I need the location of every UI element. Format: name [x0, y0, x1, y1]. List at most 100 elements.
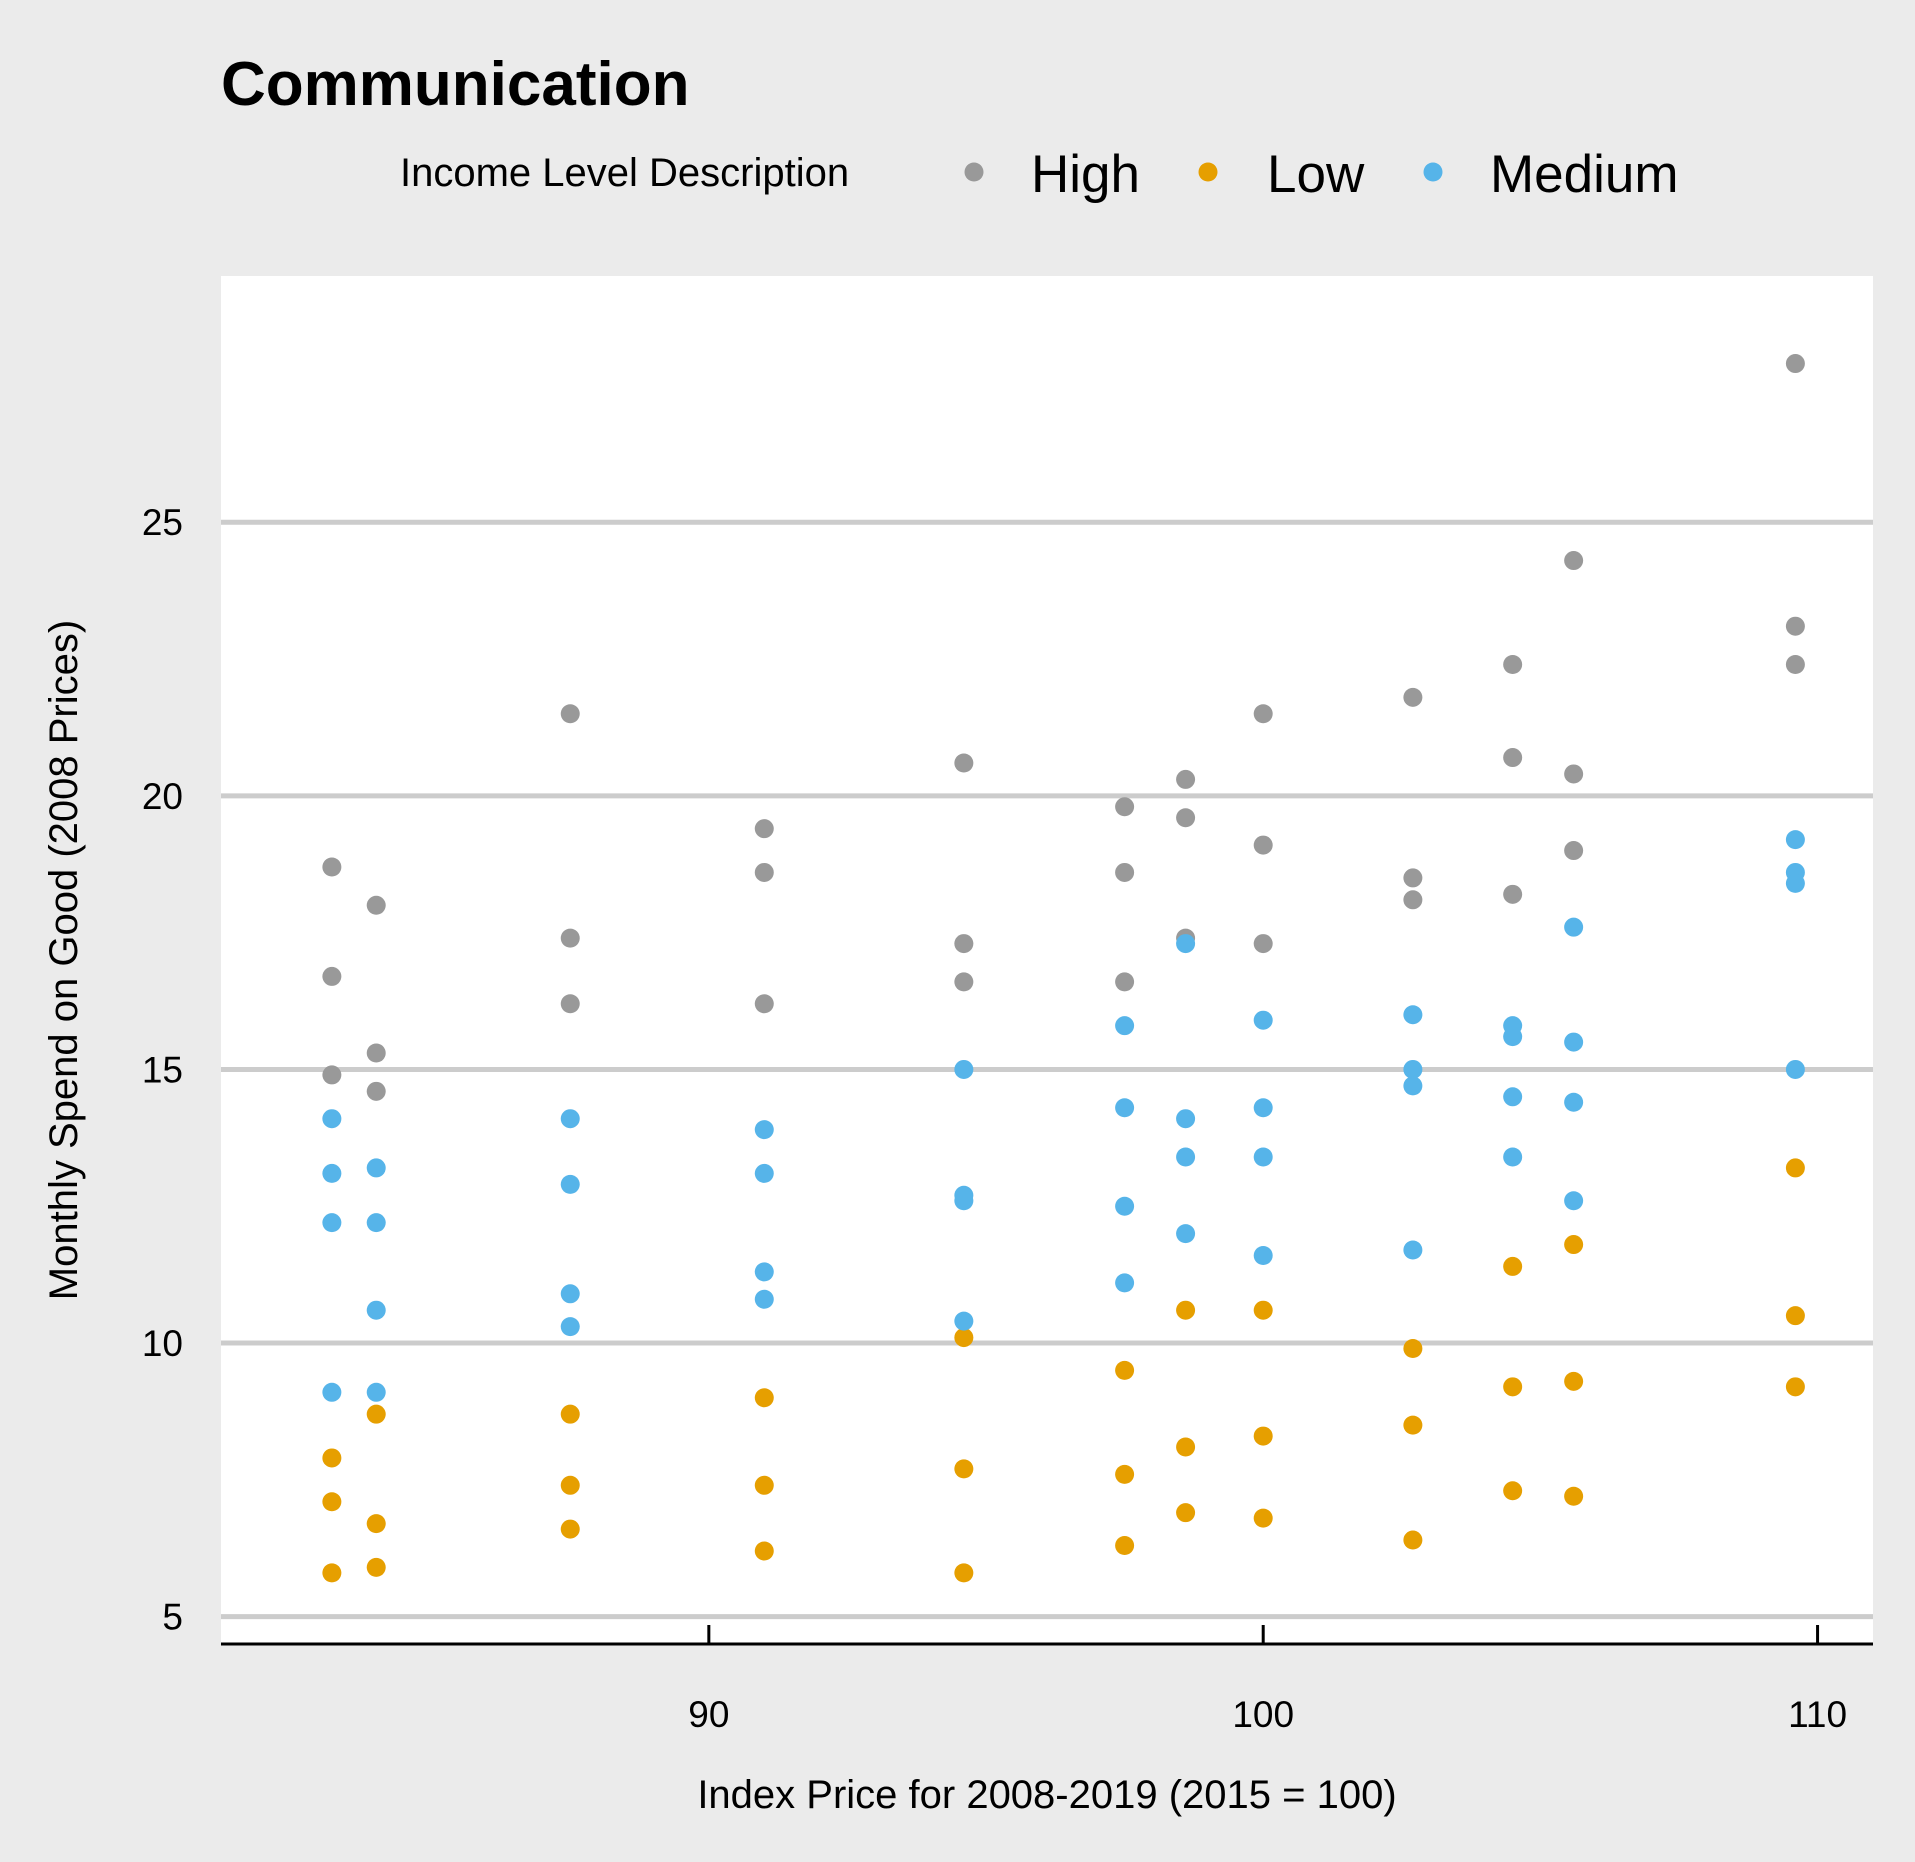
point-medium	[1253, 1098, 1273, 1118]
y-tick-label: 5	[162, 1597, 183, 1638]
point-medium	[954, 1311, 974, 1331]
point-high	[754, 819, 774, 839]
point-medium	[1564, 1092, 1584, 1112]
point-medium	[1115, 1196, 1135, 1216]
point-medium	[1564, 917, 1584, 937]
point-medium	[1253, 1245, 1273, 1265]
point-high	[1403, 868, 1423, 888]
point-high	[322, 857, 342, 877]
point-medium	[954, 1059, 974, 1079]
point-low	[1176, 1300, 1196, 1320]
point-medium	[1503, 1147, 1523, 1167]
legend-key-high	[964, 162, 984, 182]
point-high	[1564, 841, 1584, 861]
point-high	[754, 994, 774, 1014]
point-medium	[1253, 1147, 1273, 1167]
point-medium	[1253, 1010, 1273, 1030]
point-low	[560, 1475, 580, 1495]
point-high	[560, 704, 580, 724]
point-high	[954, 753, 974, 773]
point-medium	[1115, 1273, 1135, 1293]
point-low	[754, 1541, 774, 1561]
point-low	[954, 1328, 974, 1348]
x-tick-label: 90	[688, 1694, 729, 1735]
point-medium	[322, 1382, 342, 1402]
y-tick-label: 25	[142, 502, 183, 543]
point-low	[1115, 1360, 1135, 1380]
point-medium	[560, 1317, 580, 1337]
point-low	[366, 1557, 386, 1577]
point-low	[1564, 1486, 1584, 1506]
point-medium	[1785, 830, 1805, 850]
point-low	[1503, 1256, 1523, 1276]
point-medium	[1564, 1032, 1584, 1052]
point-high	[1785, 655, 1805, 675]
legend-key-medium	[1423, 162, 1443, 182]
point-medium	[1503, 1087, 1523, 1107]
point-high	[1785, 616, 1805, 636]
point-high	[1403, 687, 1423, 707]
point-low	[1785, 1377, 1805, 1397]
point-low	[322, 1563, 342, 1583]
x-tick-label: 100	[1232, 1694, 1294, 1735]
point-high	[954, 972, 974, 992]
point-medium	[1115, 1016, 1135, 1036]
point-low	[322, 1448, 342, 1468]
point-medium	[754, 1163, 774, 1183]
point-high	[322, 1065, 342, 1085]
point-low	[1785, 1158, 1805, 1178]
point-medium	[1403, 1005, 1423, 1025]
point-low	[1503, 1481, 1523, 1501]
point-high	[1115, 862, 1135, 882]
point-high	[1403, 890, 1423, 910]
point-low	[1115, 1464, 1135, 1484]
point-low	[1176, 1503, 1196, 1523]
chart-title: Communication	[221, 50, 689, 119]
point-low	[1115, 1536, 1135, 1556]
point-medium	[1403, 1240, 1423, 1260]
x-tick-label: 110	[1788, 1694, 1847, 1735]
point-medium	[1176, 934, 1196, 954]
y-tick-label: 10	[142, 1323, 183, 1364]
point-low	[560, 1404, 580, 1424]
legend-key-low	[1198, 162, 1218, 182]
point-low	[1403, 1415, 1423, 1435]
point-high	[560, 928, 580, 948]
x-axis-title: Index Price for 2008-2019 (2015 = 100)	[697, 1773, 1396, 1817]
point-high	[1564, 551, 1584, 571]
point-low	[1176, 1437, 1196, 1457]
legend: Income Level Description High Low Medium	[400, 145, 1679, 204]
point-medium	[1403, 1059, 1423, 1079]
point-high	[1503, 748, 1523, 768]
y-tick-label: 20	[142, 776, 183, 817]
point-high	[1564, 764, 1584, 784]
point-high	[1503, 655, 1523, 675]
point-low	[954, 1459, 974, 1479]
point-high	[1253, 934, 1273, 954]
point-medium	[1785, 873, 1805, 893]
point-high	[954, 934, 974, 954]
y-axis-ticks: 5 10 15 20 25	[142, 502, 183, 1637]
point-low	[560, 1519, 580, 1539]
y-tick-label: 15	[142, 1049, 183, 1090]
legend-title: Income Level Description	[400, 151, 849, 195]
point-low	[1785, 1306, 1805, 1326]
x-axis-ticks: 90 100 110	[688, 1625, 1847, 1735]
point-medium	[322, 1213, 342, 1233]
point-medium	[366, 1213, 386, 1233]
data-points	[322, 354, 1805, 1583]
point-high	[754, 862, 774, 882]
point-low	[322, 1492, 342, 1512]
point-medium	[560, 1109, 580, 1129]
point-medium	[754, 1289, 774, 1309]
point-medium	[754, 1120, 774, 1140]
point-medium	[1503, 1027, 1523, 1047]
point-medium	[1785, 1059, 1805, 1079]
point-high	[1176, 808, 1196, 828]
point-high	[560, 994, 580, 1014]
point-high	[1785, 354, 1805, 374]
point-medium	[1176, 1224, 1196, 1244]
point-high	[366, 895, 386, 915]
point-low	[366, 1404, 386, 1424]
